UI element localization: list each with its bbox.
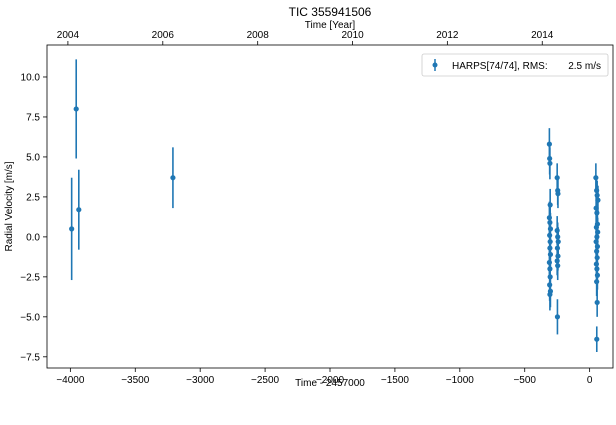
- data-point: [555, 263, 561, 269]
- x-tick-label: 0: [587, 375, 593, 386]
- data-point: [170, 175, 176, 181]
- legend-rms-value: 2.5 m/s: [568, 61, 601, 72]
- data-point: [594, 299, 600, 306]
- top-axis-label: Time [Year]: [305, 20, 356, 31]
- top-tick-label: 2008: [247, 30, 270, 41]
- y-tick-label: 10.0: [21, 72, 41, 83]
- data-point: [73, 106, 79, 112]
- y-axis-label: Radial Velocity [m/s]: [4, 161, 15, 251]
- y-tick-label: −2.5: [20, 272, 40, 283]
- x-tick-label: −3000: [186, 375, 215, 386]
- top-tick-label: 2004: [57, 30, 80, 41]
- data-marks: [69, 59, 601, 353]
- y-tick-label: 7.5: [26, 112, 40, 123]
- y-tick-label: 0.0: [26, 232, 40, 243]
- x-tick-label: −4000: [56, 375, 85, 386]
- x-tick-label: −2500: [251, 375, 280, 386]
- data-point: [555, 191, 561, 197]
- x-axis-label: Time - 2457000: [295, 378, 365, 389]
- data-point: [547, 160, 553, 166]
- bottom-axis-ticks: −4000 −3500 −3000 −2500 −2000 −1500 −1000 −500 0: [56, 368, 593, 386]
- x-tick-label: −500: [513, 375, 536, 386]
- plot-area: [46, 44, 614, 369]
- data-point: [594, 279, 600, 285]
- legend-marker: [432, 62, 438, 68]
- y-tick-label: 5.0: [26, 152, 40, 163]
- y-tick-label: −5.0: [20, 312, 40, 323]
- legend-label: HARPS[74/74], RMS:: [452, 61, 548, 72]
- x-tick-label: −1500: [381, 375, 410, 386]
- y-tick-label: 2.5: [26, 192, 40, 203]
- data-point: [554, 314, 561, 320]
- top-tick-label: 2006: [152, 30, 175, 41]
- data-point: [594, 336, 600, 342]
- data-point: [69, 226, 75, 232]
- legend: HARPS[74/74], RMS: 2.5 m/s: [421, 53, 609, 77]
- top-tick-label: 2014: [531, 30, 554, 41]
- y-axis-ticks: −7.5 −5.0 −2.5 0.0 2.5 5.0 7.5 10.0: [20, 72, 47, 363]
- top-tick-label: 2010: [341, 30, 364, 41]
- x-tick-label: −2000: [316, 375, 345, 386]
- chart-title: TIC 355941506: [289, 5, 372, 19]
- data-point: [547, 291, 553, 298]
- legend-box: [421, 53, 609, 77]
- data-point: [76, 207, 82, 213]
- y-tick-label: −7.5: [20, 352, 40, 363]
- x-tick-label: −3500: [121, 375, 150, 386]
- top-axis-ticks: 2004 2006 2008 2010 2012 2014: [57, 30, 554, 45]
- top-tick-label: 2012: [436, 30, 459, 41]
- x-tick-label: −1000: [446, 375, 475, 386]
